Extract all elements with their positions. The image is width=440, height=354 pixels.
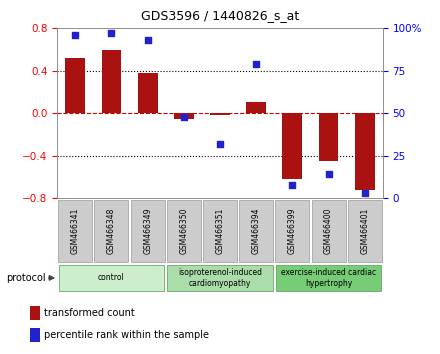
- Text: GSM466351: GSM466351: [216, 208, 224, 254]
- Bar: [138, 73, 158, 113]
- Bar: [275, 200, 309, 262]
- Bar: [58, 200, 92, 262]
- Bar: [239, 200, 273, 262]
- Text: GSM466350: GSM466350: [180, 208, 188, 254]
- Text: GSM466341: GSM466341: [71, 208, 80, 254]
- Bar: [167, 265, 273, 291]
- Bar: [95, 200, 128, 262]
- Text: GSM466400: GSM466400: [324, 208, 333, 254]
- Text: exercise-induced cardiac
hypertrophy: exercise-induced cardiac hypertrophy: [281, 268, 376, 288]
- Text: protocol: protocol: [7, 273, 46, 283]
- Bar: [167, 200, 201, 262]
- Bar: [131, 200, 165, 262]
- Point: [325, 172, 332, 177]
- Bar: [348, 200, 382, 262]
- Point: [72, 32, 79, 38]
- Point: [108, 30, 115, 36]
- Bar: [59, 265, 164, 291]
- Point: [361, 190, 368, 196]
- Bar: [246, 102, 266, 113]
- Bar: [30, 328, 40, 342]
- Text: isoproterenol-induced
cardiomyopathy: isoproterenol-induced cardiomyopathy: [178, 268, 262, 288]
- Bar: [174, 113, 194, 119]
- Bar: [312, 200, 345, 262]
- Point: [289, 182, 296, 188]
- Text: GSM466399: GSM466399: [288, 208, 297, 254]
- Bar: [30, 306, 40, 320]
- Bar: [276, 265, 381, 291]
- Point: [216, 141, 224, 147]
- Text: transformed count: transformed count: [44, 308, 135, 318]
- Bar: [355, 113, 375, 190]
- Point: [253, 61, 260, 67]
- Bar: [282, 113, 302, 179]
- Bar: [66, 58, 85, 113]
- Text: GSM466394: GSM466394: [252, 208, 260, 254]
- Point: [180, 114, 187, 120]
- Point: [144, 38, 151, 43]
- Text: GSM466349: GSM466349: [143, 208, 152, 254]
- Bar: [210, 113, 230, 115]
- Bar: [102, 50, 121, 113]
- Text: GSM466348: GSM466348: [107, 208, 116, 254]
- Bar: [319, 113, 338, 161]
- Text: percentile rank within the sample: percentile rank within the sample: [44, 330, 209, 339]
- Bar: [203, 200, 237, 262]
- Text: GSM466401: GSM466401: [360, 208, 369, 254]
- Text: control: control: [98, 273, 125, 282]
- Text: GDS3596 / 1440826_s_at: GDS3596 / 1440826_s_at: [141, 9, 299, 22]
